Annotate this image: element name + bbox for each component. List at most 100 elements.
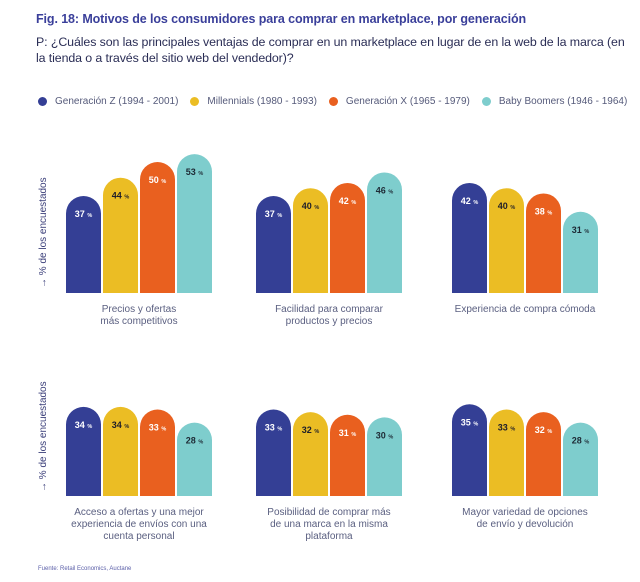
category-label: productos y precios [286,316,373,327]
bar [66,406,101,496]
category-label: Precios y ofertas [102,304,176,315]
legend-label-millennials: Millennials (1980 - 1993) [207,96,317,107]
data-label: 42 % [461,196,479,206]
data-label: 32 % [535,425,553,435]
category-label: Facilidad para comparar [275,304,383,315]
data-label-unit: % [351,200,356,206]
data-label-unit: % [473,421,478,427]
data-label-unit: % [277,213,282,219]
data-label: 28 % [572,436,590,446]
source-note: Fuente: Retail Economics, Auctane [38,566,132,572]
category-group: 42 % 40 % 38 %31 %Experiencia de compra có… [452,182,598,315]
bar [293,188,328,293]
data-label-unit: % [547,429,552,435]
bar [140,162,175,293]
category-label: más competitivos [100,316,177,327]
bar [563,422,598,496]
category-group: 35 % 33 % 32 %28 %Mayor variedad de opcion… [452,404,598,530]
data-label-value: 32 [535,425,548,435]
data-label-unit: % [510,427,515,433]
data-label-unit: % [161,179,166,185]
legend-swatch-gen-x [328,97,338,106]
bar [330,414,365,496]
legend-item-gen-z: Generación Z (1994 - 2001) [38,96,178,107]
bar [563,211,598,293]
data-label: 50 % [149,175,167,185]
data-label-unit: % [388,189,393,195]
legend-label-gen-x: Generación X (1965 - 1979) [345,96,470,107]
data-label-unit: % [198,440,203,446]
bar [66,196,101,293]
data-label-unit: % [584,229,589,235]
data-label-unit: % [124,424,129,430]
data-label: 38 % [535,206,553,216]
data-label: 37 % [75,209,93,219]
legend-item-gen-x: Generación X (1965 - 1979) [328,96,470,107]
data-label-value: 34 [75,420,88,430]
data-label-unit: % [124,195,129,201]
data-label-unit: % [473,200,478,206]
data-label-unit: % [388,434,393,440]
bar [103,406,138,496]
data-label-value: 50 [149,175,162,185]
data-label-value: 53 [186,167,199,177]
data-label: 34 % [112,420,130,430]
legend-swatch-gen-z [38,97,47,106]
data-label-value: 28 [186,436,199,446]
category-label: plataforma [305,531,353,542]
data-label: 40 % [302,201,320,211]
bar [489,409,524,496]
category-group: 37 %40 %42 %46 %Facilidad para compararp… [256,172,402,327]
category-label: Acceso a ofertas y una mejor [74,507,204,518]
data-label-unit: % [277,427,282,433]
bar [177,422,212,496]
data-label-value: 35 [461,417,474,427]
category-label: de envío y devolución [477,519,574,530]
data-label-value: 31 [339,428,352,438]
data-label-value: 28 [572,436,585,446]
data-label: 31 % [339,428,357,438]
data-label-value: 40 [498,201,511,211]
data-label-value: 38 [535,206,548,216]
bar [330,182,365,293]
bar [103,177,138,293]
bar [256,196,291,293]
data-label-unit: % [87,213,92,219]
bar [526,193,561,293]
data-label-value: 32 [302,425,315,435]
legend-item-millennials: Millennials (1980 - 1993) [190,96,317,107]
data-label-unit: % [314,429,319,435]
legend-swatch-boomers [481,97,491,106]
data-label: 35 % [461,417,479,427]
legend-label-gen-z: Generación Z (1994 - 2001) [55,96,179,107]
data-label: 33 % [149,423,167,433]
data-label-value: 44 [112,191,125,201]
category-label: cuenta personal [103,531,174,542]
data-label-value: 33 [265,423,278,433]
data-label: 42 % [339,196,357,206]
data-label: 40 % [498,201,516,211]
data-label-unit: % [87,424,92,430]
data-label-value: 40 [302,201,315,211]
data-label-value: 42 [461,196,474,206]
data-label-value: 33 [149,423,162,433]
category-label: Experiencia de compra cómoda [455,304,596,315]
data-label: 46 % [376,185,394,195]
bar [452,404,487,496]
data-label: 33 % [265,423,283,433]
data-label-value: 37 [265,209,278,219]
data-label: 32 % [302,425,320,435]
data-label-value: 31 [572,225,585,235]
bar [367,172,402,293]
bar [140,409,175,496]
figure-title: Fig. 18: Motivos de los consumidores par… [36,12,527,26]
category-label: experiencia de envíos con una [71,519,207,530]
bar [367,417,402,496]
category-group: 33 % 32 % 31 % 30 %Posibilidad de comprar m… [256,409,402,542]
data-label-value: 37 [75,209,88,219]
legend-label-boomers: Baby Boomers (1946 - 1964) [498,96,628,107]
data-label-value: 34 [112,420,125,430]
legend-item-boomers: Baby Boomers (1946 - 1964) [481,96,628,107]
bar [177,154,212,293]
